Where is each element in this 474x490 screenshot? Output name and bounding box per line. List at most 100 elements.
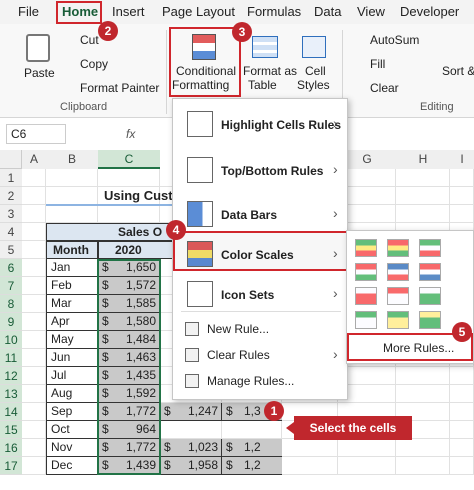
ribbon-tab[interactable]: View	[357, 4, 385, 19]
value-cell	[160, 439, 222, 457]
currency: $	[102, 296, 109, 310]
menu-item[interactable]: Highlight Cells Rules	[221, 118, 342, 132]
menu-item[interactable]: New Rule...	[207, 322, 270, 336]
submenu-arrow: ›	[333, 245, 338, 261]
row-header[interactable]: 4	[0, 223, 22, 241]
color-scale-option[interactable]	[387, 311, 409, 329]
menu-item[interactable]: Data Bars	[221, 208, 278, 222]
row-header[interactable]: 11	[0, 349, 22, 367]
ribbon-tab[interactable]: Formulas	[247, 4, 302, 19]
currency: $	[102, 260, 109, 274]
month-cell: Jan	[46, 259, 98, 277]
menu-item[interactable]: Manage Rules...	[207, 374, 295, 388]
cell-styles-line2[interactable]: Styles	[297, 78, 330, 92]
ribbon-tab[interactable]: Insert	[112, 4, 145, 19]
color-scales-highlight	[173, 231, 349, 271]
row-header[interactable]: 7	[0, 277, 22, 295]
column-header[interactable]: I	[450, 150, 474, 169]
autosum-button[interactable]: AutoSum	[370, 33, 420, 47]
row-header[interactable]: 3	[0, 205, 22, 223]
column-header[interactable]: B	[46, 150, 98, 169]
row-header[interactable]: 17	[0, 457, 22, 475]
value-cell	[222, 439, 282, 457]
ribbon-tab[interactable]: Home	[62, 4, 99, 19]
color-scale-option[interactable]	[419, 239, 441, 257]
format-painter-button[interactable]: Format Painter	[80, 81, 160, 95]
currency: $	[102, 350, 109, 364]
column-header[interactable]: H	[396, 150, 450, 169]
column-header[interactable]: C	[98, 150, 160, 169]
ribbon-tab[interactable]: Page Layout	[162, 4, 236, 19]
cut-button[interactable]: Cut	[80, 33, 99, 47]
row-header[interactable]: 15	[0, 421, 22, 439]
row-header[interactable]: 16	[0, 439, 22, 457]
row-header[interactable]: 6	[0, 259, 22, 277]
color-scale-option[interactable]	[387, 263, 409, 281]
tab-bar	[0, 0, 474, 24]
color-scale-option[interactable]	[355, 311, 377, 329]
column-header[interactable]: A	[22, 150, 46, 169]
color-scale-option[interactable]	[355, 239, 377, 257]
color-scale-option[interactable]	[387, 239, 409, 257]
menu-item[interactable]: Top/Bottom Rules	[221, 164, 324, 178]
row-header[interactable]: 9	[0, 313, 22, 331]
menu-item[interactable]: Color Scales	[221, 248, 294, 262]
row-header[interactable]: 2	[0, 187, 22, 205]
menu-item[interactable]: Icon Sets	[221, 288, 275, 302]
fx-label: fx	[126, 127, 136, 141]
row-header[interactable]: 13	[0, 385, 22, 403]
submenu-arrow: ›	[333, 115, 338, 131]
color-scales-submenu: More Rules...	[346, 230, 474, 364]
menu-item[interactable]: Clear Rules	[207, 348, 270, 362]
step-badge: 4	[166, 220, 186, 240]
copy-button[interactable]: Copy	[80, 57, 109, 71]
currency: $	[102, 440, 109, 454]
currency: $	[102, 314, 109, 328]
name-box[interactable]: C6	[6, 124, 66, 144]
clipboard-label: Clipboard	[60, 101, 108, 113]
row-header[interactable]: 12	[0, 367, 22, 385]
ribbon-tab[interactable]: Data	[314, 4, 342, 19]
format-as-table-line1[interactable]: Format as	[243, 64, 298, 78]
row-header[interactable]: 5	[0, 241, 22, 259]
color-scale-option[interactable]	[419, 311, 441, 329]
column-header[interactable]: G	[338, 150, 396, 169]
month-cell: Apr	[46, 313, 98, 331]
row-header[interactable]: 14	[0, 403, 22, 421]
step-badge: 1	[264, 401, 284, 421]
currency: $	[102, 386, 109, 400]
grid-line	[45, 169, 46, 475]
currency: $	[102, 368, 109, 382]
format-as-table-line2[interactable]: Table	[248, 78, 277, 92]
value-2020: 1,592	[125, 386, 156, 400]
menu-icon	[187, 201, 213, 227]
color-scale-option[interactable]	[387, 287, 409, 305]
more-rules-item[interactable]: More Rules...	[383, 341, 455, 355]
submenu-arrow: ›	[333, 346, 338, 362]
cf-button-line1[interactable]: Conditional	[176, 64, 237, 78]
sort-button[interactable]: Sort &	[442, 64, 474, 78]
ribbon-tab[interactable]: File	[18, 4, 39, 19]
row-header[interactable]: 8	[0, 295, 22, 313]
value-2021: 1,247	[187, 404, 218, 418]
month-cell: Jul	[46, 367, 98, 385]
row-header[interactable]: 1	[0, 169, 22, 187]
color-scale-option[interactable]	[355, 263, 377, 281]
color-scale-option[interactable]	[419, 263, 441, 281]
row-header[interactable]: 10	[0, 331, 22, 349]
paste-button[interactable]: Paste	[24, 66, 55, 80]
editing-label: Editing	[420, 101, 454, 113]
cf-button-line2[interactable]: Formatting	[172, 78, 230, 92]
color-scale-option[interactable]	[419, 287, 441, 305]
menu-separator	[181, 311, 341, 312]
value-2020: 1,585	[125, 296, 156, 310]
value-2022: 1,2	[244, 458, 261, 472]
fill-button[interactable]: Fill	[370, 57, 386, 71]
submenu-arrow: ›	[333, 161, 338, 177]
clear-button[interactable]: Clear	[370, 81, 399, 95]
ribbon-tab[interactable]: Developer	[400, 4, 460, 19]
month-cell: Dec	[46, 457, 98, 475]
cell-styles-line1[interactable]: Cell	[305, 64, 326, 78]
menu-icon	[187, 241, 213, 267]
color-scale-option[interactable]	[355, 287, 377, 305]
